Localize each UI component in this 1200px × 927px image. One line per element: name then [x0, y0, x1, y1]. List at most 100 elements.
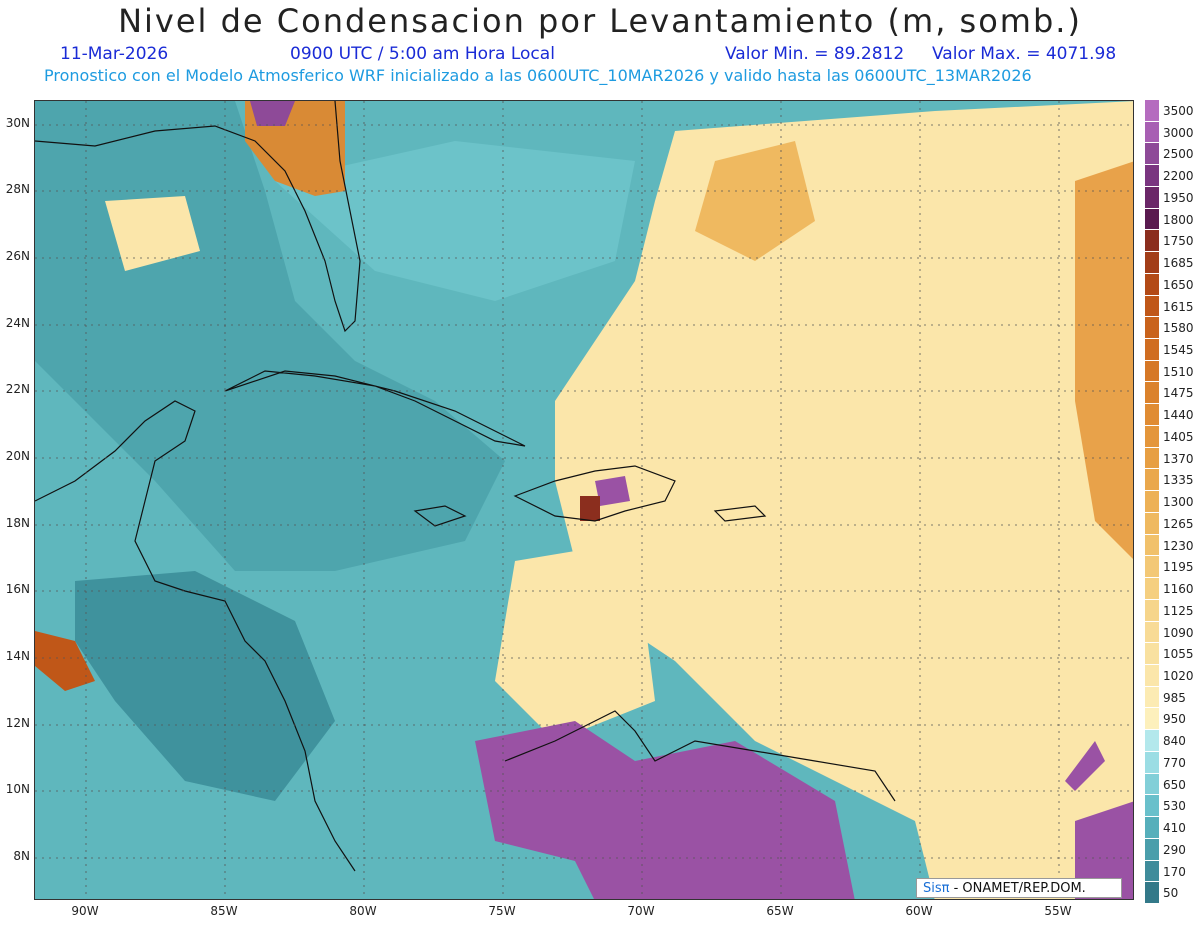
- colorbar-swatch: [1145, 643, 1159, 665]
- colorbar-row: 1545: [1145, 339, 1197, 361]
- colorbar-swatch: [1145, 447, 1159, 470]
- lat-label: 14N: [5, 649, 30, 663]
- lon-label: 70W: [627, 904, 655, 918]
- coastline-cuba: [224, 370, 526, 447]
- coastlines: [35, 101, 896, 872]
- coastline-south-america: [504, 710, 896, 802]
- colorbar-swatch: [1145, 686, 1159, 709]
- yellow-zone-atlantic: [555, 101, 1133, 899]
- lat-label: 18N: [5, 516, 30, 530]
- lat-label: 20N: [5, 449, 30, 463]
- colorbar-swatch: [1145, 751, 1159, 774]
- colorbar-row: 1020: [1145, 664, 1197, 687]
- orange-zone-east: [1075, 161, 1133, 559]
- colorbar-label: 2500: [1163, 147, 1194, 162]
- colorbar-label: 290: [1163, 842, 1186, 857]
- hispaniola-purple-spot: [595, 476, 630, 506]
- colorbar-swatch: [1145, 664, 1159, 687]
- colorbar-label: 1750: [1163, 234, 1194, 249]
- colorbar-swatch: [1145, 882, 1159, 904]
- colorbar-label: 410: [1163, 821, 1186, 836]
- yellow-zone-caribbean: [495, 541, 655, 741]
- colorbar-swatch: [1145, 795, 1159, 818]
- colorbar-label: 840: [1163, 734, 1186, 749]
- colorbar-label: 1650: [1163, 277, 1194, 292]
- lon-label: 80W: [349, 904, 377, 918]
- coastline-hispaniola: [513, 465, 676, 522]
- colorbar-label: 1300: [1163, 495, 1194, 510]
- colorbar-row: 1055: [1145, 643, 1197, 665]
- lat-label: 26N: [5, 249, 30, 263]
- colorbar-label: 1055: [1163, 647, 1194, 662]
- colorbar-swatch: [1145, 165, 1159, 187]
- colorbar-swatch: [1145, 252, 1159, 274]
- colorbar-label: 1510: [1163, 364, 1194, 379]
- colorbar-label: 770: [1163, 755, 1186, 770]
- colorbar-row: 1405: [1145, 425, 1197, 448]
- coastline-jamaica: [413, 505, 467, 527]
- colorbar-row: 1230: [1145, 534, 1197, 557]
- colorbar-row: 1615: [1145, 295, 1197, 318]
- lat-lon-grid: [35, 101, 1133, 899]
- colorbar-swatch: [1145, 317, 1159, 340]
- colorbar-swatch: [1145, 360, 1159, 383]
- colorbar-swatch: [1145, 556, 1159, 579]
- lat-label: 10N: [5, 782, 30, 796]
- credit-brand: Sisπ: [923, 881, 950, 896]
- colorbar-swatch: [1145, 230, 1159, 253]
- colorbar-row: 1300: [1145, 491, 1197, 513]
- colorbar-label: 1265: [1163, 516, 1194, 531]
- colorbar-row: 170: [1145, 860, 1197, 883]
- forecast-note: Pronostico con el Modelo Atmosferico WRF…: [44, 66, 1032, 85]
- colorbar-swatch: [1145, 534, 1159, 557]
- colorbar-swatch: [1145, 491, 1159, 513]
- el-salvador-warm-spot: [35, 631, 95, 691]
- colorbar-row: 1335: [1145, 469, 1197, 492]
- colorbar-row: 3500: [1145, 100, 1197, 122]
- lon-label: 55W: [1044, 904, 1072, 918]
- colorbar-row: 1125: [1145, 599, 1197, 622]
- lat-label: 12N: [5, 716, 30, 730]
- colorbar-label: 1405: [1163, 429, 1194, 444]
- colorbar-label: 1230: [1163, 538, 1194, 553]
- south-america-purple-zone: [475, 721, 855, 899]
- lcl-map: [34, 100, 1134, 900]
- colorbar-row: 1195: [1145, 556, 1197, 579]
- colorbar-swatch: [1145, 143, 1159, 166]
- colorbar-row: 1090: [1145, 621, 1197, 644]
- colorbar-row: 650: [1145, 773, 1197, 796]
- colorbar-label: 1950: [1163, 190, 1194, 205]
- colorbar-swatch: [1145, 273, 1159, 296]
- teal-zone-central-america: [75, 571, 335, 801]
- colorbar-row: 1160: [1145, 578, 1197, 600]
- colorbar-row: 1370: [1145, 447, 1197, 470]
- lon-label: 60W: [905, 904, 933, 918]
- orange-zone-north: [695, 141, 815, 261]
- colorbar-swatch: [1145, 708, 1159, 731]
- hispaniola-red-spot: [580, 496, 600, 521]
- map-title: Nivel de Condensacion por Levantamiento …: [118, 2, 1082, 40]
- coastline-puerto-rico: [713, 505, 767, 522]
- colorbar-row: 410: [1145, 817, 1197, 839]
- colorbar-label: 1545: [1163, 343, 1194, 358]
- colorbar-label: 50: [1163, 886, 1179, 901]
- colorbar-label: 1020: [1163, 668, 1194, 683]
- colorbar-label: 1800: [1163, 212, 1194, 227]
- colorbar-label: 170: [1163, 864, 1186, 879]
- colorbar-label: 1475: [1163, 386, 1194, 401]
- colorbar-row: 950: [1145, 708, 1197, 731]
- colorbar-swatch: [1145, 512, 1159, 535]
- colorbar-row: 840: [1145, 730, 1197, 752]
- colorbar-row: 1440: [1145, 404, 1197, 426]
- lon-label: 65W: [766, 904, 794, 918]
- colorbar-swatch: [1145, 208, 1159, 231]
- colorbar-row: 770: [1145, 751, 1197, 774]
- forecast-time: 0900 UTC / 5:00 am Hora Local: [290, 44, 555, 64]
- credit-text: - ONAMET/REP.DOM.: [953, 881, 1086, 896]
- colorbar-swatch: [1145, 469, 1159, 492]
- colorbar-label: 1125: [1163, 603, 1194, 618]
- guyana-purple-zone: [1075, 801, 1133, 899]
- colorbar-label: 3000: [1163, 125, 1194, 140]
- coastline-mexico-central-america: [35, 400, 356, 872]
- colorbar-row: 1475: [1145, 382, 1197, 405]
